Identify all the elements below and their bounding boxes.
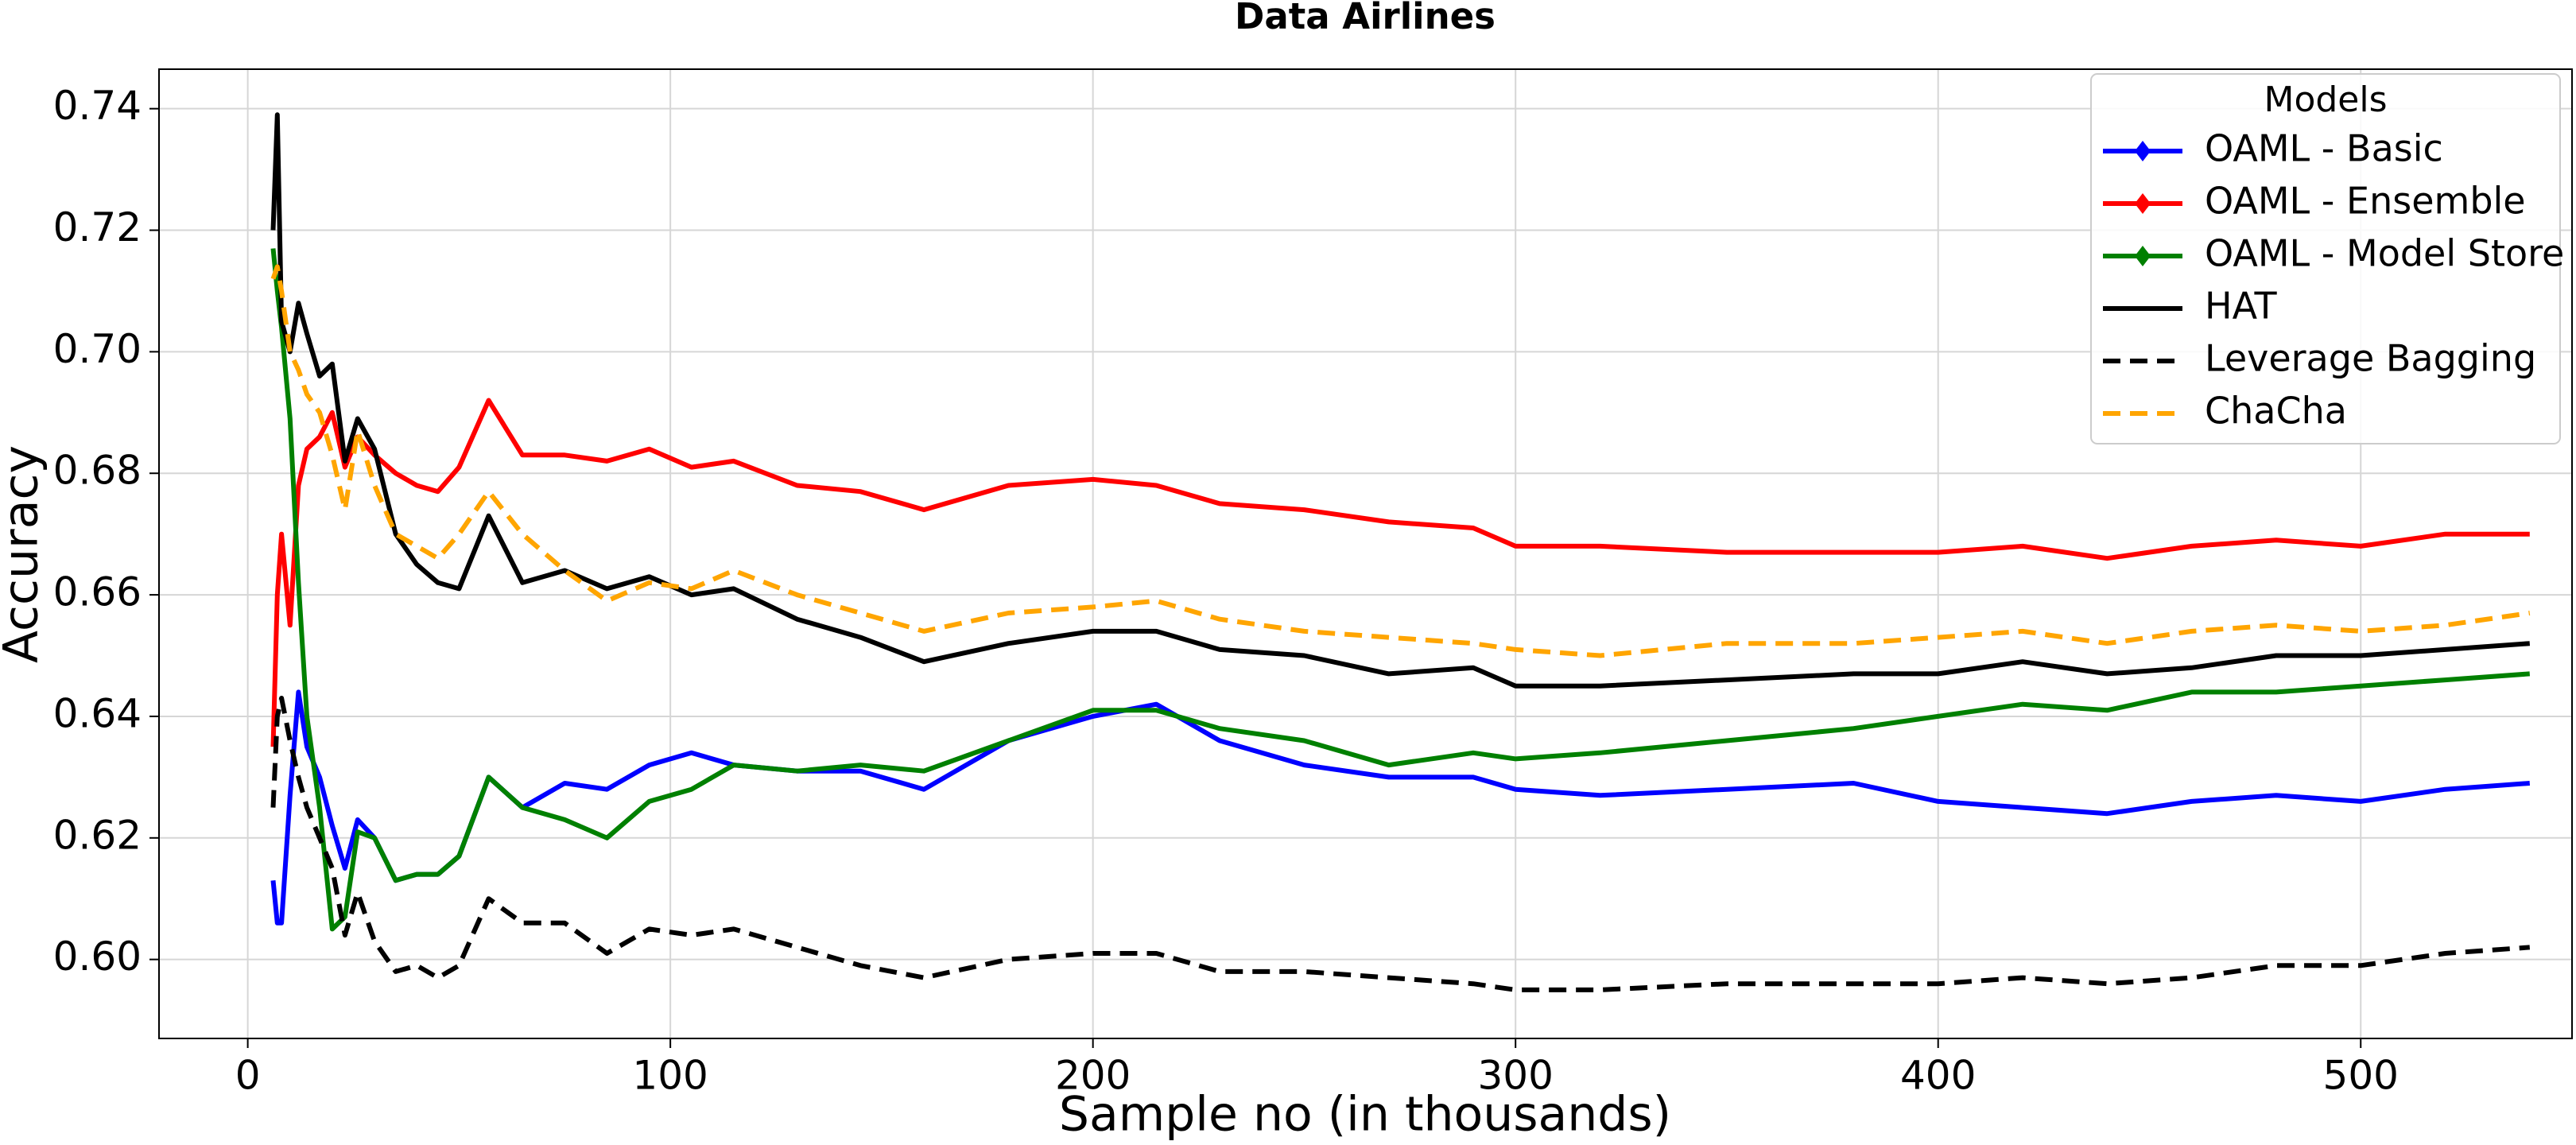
- chart-title: Data Airlines: [1235, 0, 1496, 37]
- legend-label: Leverage Bagging: [2205, 337, 2536, 380]
- y-tick-label: 0.72: [53, 204, 142, 250]
- x-tick-label: 200: [1055, 1053, 1131, 1099]
- series-line: [270, 689, 2531, 926]
- y-axis-label: Accuracy: [0, 445, 49, 663]
- y-tick-label: 0.74: [53, 83, 142, 129]
- series-line: [270, 264, 2531, 658]
- legend-marker: [2135, 193, 2151, 214]
- y-tick-label: 0.70: [53, 326, 142, 372]
- series-line: [270, 398, 2530, 747]
- y-tick-label: 0.68: [53, 448, 142, 494]
- legend-label: OAML - Ensemble: [2205, 180, 2526, 223]
- legend-label: HAT: [2205, 285, 2277, 328]
- legend-label: ChaCha: [2205, 390, 2347, 433]
- legend-title: Models: [2264, 80, 2387, 120]
- x-tick-label: 500: [2323, 1053, 2399, 1099]
- legend-marker: [2135, 141, 2151, 161]
- x-tick-label: 0: [235, 1053, 261, 1099]
- y-tick-label: 0.60: [53, 933, 142, 980]
- series-line: [270, 112, 2531, 689]
- y-tick-label: 0.62: [53, 812, 142, 858]
- x-axis-label: Sample no (in thousands): [1059, 1087, 1671, 1143]
- legend: Models OAML - Basic OAML - Ensemble OAML - …: [2090, 73, 2564, 444]
- y-tick-label: 0.66: [53, 569, 142, 615]
- legend-label: OAML - Basic: [2205, 127, 2443, 170]
- legend-marker: [2135, 246, 2151, 266]
- x-tick-label: 400: [1900, 1053, 1976, 1099]
- legend-box: [2090, 73, 2561, 444]
- legend-label: OAML - Model Store: [2205, 232, 2564, 275]
- series-line: [270, 248, 2531, 932]
- series-line: [270, 696, 2531, 992]
- y-tick-label: 0.64: [53, 690, 142, 736]
- x-tick-label: 100: [632, 1053, 708, 1099]
- x-tick-label: 300: [1477, 1053, 1553, 1099]
- plot-frame: [158, 68, 2573, 1039]
